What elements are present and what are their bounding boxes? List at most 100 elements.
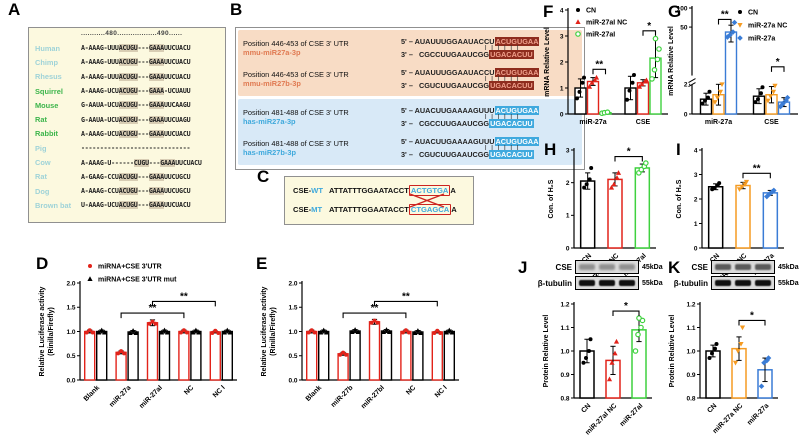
x-tick-label: miR-27bI [360,384,386,410]
sequence-text: --- [148,158,161,167]
sequence-text: UUCUACU [163,72,191,81]
sequence-text: A-AAAG-UUU [81,58,119,67]
y-tick-label: 3 [694,172,698,179]
binding-group-orange: Position 446-453 of CSE 3' UTR mmu-miR27a… [238,30,582,96]
marker-triangle [415,328,421,333]
species-sequence: A-AAAG-UUUACUGU---GAAAUUCUACU [81,72,191,81]
y-tick-label: 1.1 [560,325,569,332]
protein-band [715,279,731,286]
species-name: Rat [35,172,47,182]
bar [158,330,171,381]
panel-label-g: G [668,2,682,21]
sequence-text: UUCUACU [163,201,191,210]
sequence-text: A-AAAG-UCU [81,129,119,138]
bar [190,330,202,381]
panel-label-i: I [676,140,681,159]
binding-group-blue: Position 481-488 of CSE 3' UTR has-miR27a… [238,99,582,165]
binding-entry: Position 446-453 of CSE 3' UTR mmu-miR27b… [243,63,577,94]
marker-dot [753,100,758,105]
marker-triangle [164,329,171,335]
binding-sequences: 5' – AUAUUUGGAAUACCUACUGUGAA | | | | | | 3… [401,32,577,63]
blot-protein-label: CSE [691,262,708,272]
legend-item: miR-27a NC [748,23,787,30]
species-row: Cow A-AAAG-U------CUGU---GAAAUUCUACU [35,155,225,169]
sig-bracket [592,68,607,75]
utr-sequence: 5' – AUACUUGAAAAGUUUACUGUGAA [401,136,540,146]
marker-dot [625,97,629,102]
seed-highlight: ACUGU [118,115,138,124]
marker-triangle [449,329,455,335]
marker-triangle [589,80,595,85]
seed-highlight: GAAA [148,58,164,67]
marker-triangle [639,81,645,87]
chart-K: 0.8 0.9 1.0 1.1 1.2 Protein Relative Level CN m… [669,301,778,435]
y-tick-label: 0.8 [560,395,569,402]
y-tick-label: 2 [560,59,564,66]
species-name: Human [35,43,61,53]
sig-bracket [717,18,732,25]
marker-dot [210,330,215,335]
x-tick-label: miR-27a [746,402,770,426]
y-axis-title: Protein Relative Level [669,315,676,388]
protein-band [599,263,615,270]
bar [368,321,381,381]
panel-label-d: D [36,254,49,273]
sequence-text: --- [137,129,150,138]
x-tick-label: CN [706,402,718,414]
species-name: Pig [35,143,47,153]
legend-item: miRNA+CSE 3'UTR mut [98,277,177,284]
mirna-sequence: 3' – CGCCUUGAAUCGGUGACACUU [401,118,534,128]
sig-label: ** [402,291,410,302]
position-label: Position 481-488 of CSE 3' UTR [243,138,349,148]
species-row: Mouse G-AAUA-UCUACUGU---GAAAUUCAAGU [35,98,225,112]
y-tick-label: 0.5 [66,353,75,360]
marker-dot [147,321,152,326]
y-tick-label: 1.5 [288,305,297,312]
marker-triangle-down [735,349,741,354]
marker-dot [153,321,158,326]
marker-triangle [324,329,330,335]
bar [317,330,330,381]
sequence-text: UUCUACU [175,158,202,167]
marker-dot [630,80,635,85]
blot-lane [711,260,775,274]
panel-a-alignment: ...........480..................490.....… [28,27,226,223]
y-axis-title: Con. of H₂S [676,179,683,218]
species-row: Human A-AAAG-UUUACUGU---GAAAUUCUACU [35,41,225,55]
sequence-text: --- [137,58,150,67]
x-tick-label: Blank [305,384,324,403]
seed-highlight: GAAA [148,44,164,53]
marker-dot [707,356,712,361]
y-tick-label: 0 [684,111,688,118]
marker-triangle-down [765,98,771,104]
marker-dot [700,101,705,106]
marker-circle-open [604,109,611,115]
species-row: Rabbit A-AAAG-UCUACUGU---GAAAUUCUACU [35,127,225,141]
y-tick-label: 1.5 [66,305,75,312]
mirna-sequence: 3' – CGUCUUGAAUCGGUGACACUU [401,80,534,90]
seed-highlight: GAAA [148,172,164,181]
binding-sequences: 5' – AUACUUGAAAAGUUUACUGUGAA | | | | | | 3… [401,101,577,132]
blot-protein-label: β-tubulin [673,278,708,288]
y-tick-label: 1.0 [560,348,569,355]
y-axis-title: mRNA Relative Level [668,26,675,96]
sequence-text: --- [137,44,150,53]
alignment-ruler: ...........480..................490.....… [81,30,183,37]
binding-entry: Position 446-453 of CSE 3' UTR mmu-miR27a… [243,32,577,63]
position-label: Position 481-488 of CSE 3' UTR [243,107,349,117]
alignment-rows: Human A-AAAG-UUUACUGU---GAAAUUCUACU Chimp A… [35,41,225,213]
marker-dot [150,319,155,324]
y-axis-title: Protein Relative Level [543,315,550,388]
marker-triangle [615,170,622,175]
panel-label-h: H [544,140,557,159]
position-label: Position 446-453 of CSE 3' UTR [243,38,349,48]
construct-name: CSE-MT [293,205,323,214]
panel-c-mutation: CSE-WT ATTATTTGGAATACCT ACTGTGA A CSE-MT ATTA… [284,176,474,225]
sig-label: ** [180,291,188,302]
species-sequence: A-AAAG-U------CUGU---GAAAUUCUACU [81,158,202,167]
marker-dot [759,91,763,96]
mirna-name: mmu-miR27a-3p [243,47,301,57]
species-row: Rat A-GAAG-CCUACUGU---GAAAUUCUGCU [35,170,225,184]
species-row: Chimp A-AAAG-UUUACUGU---GAAAUUCUACU [35,55,225,69]
